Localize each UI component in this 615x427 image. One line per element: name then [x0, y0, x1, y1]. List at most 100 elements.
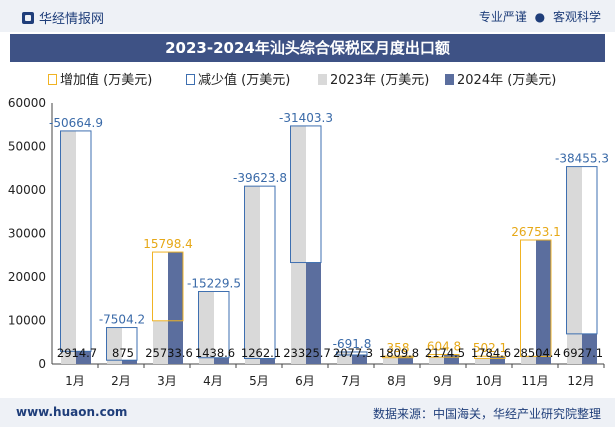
legend-swatch-decrease [186, 74, 195, 85]
bar-2024 [582, 333, 597, 364]
value-label-2024: 1262.1 [241, 346, 281, 360]
x-tick-label: 9月 [433, 374, 453, 388]
value-label-2024: 28504.4 [513, 346, 561, 360]
x-tick-label: 2月 [111, 374, 131, 388]
decrease-label: -39623.8 [233, 171, 287, 185]
bar-2024 [352, 354, 367, 364]
y-tick-label: 30000 [8, 227, 46, 241]
decrease-label: -7504.2 [99, 313, 145, 327]
decrease-box [198, 290, 230, 359]
increase-box [152, 251, 184, 322]
value-label-2024: 6927.1 [563, 346, 603, 360]
brand[interactable]: 华经情报网 [22, 8, 104, 27]
y-tick-label: 60000 [8, 96, 46, 110]
legend-swatch-increase [48, 74, 57, 85]
legend-label-increase: 增加值 (万美元) [60, 73, 153, 88]
value-label-2024: 1438.6 [195, 346, 235, 360]
increase-box [382, 355, 414, 359]
value-label-2024: 2914.7 [57, 346, 97, 360]
bar-2023 [61, 130, 76, 364]
tagline: 专业严谨 ● 客观科学 [479, 8, 601, 25]
increase-label: 502.1 [473, 341, 507, 355]
y-tick-label: 0 [38, 357, 46, 371]
decrease-box [60, 130, 92, 352]
bar-2023 [291, 125, 306, 364]
increase-box [520, 239, 552, 357]
increase-label: 604.8 [427, 340, 461, 354]
value-label-2024: 23325.7 [283, 346, 331, 360]
x-tick-label: 5月 [249, 374, 269, 388]
top-bar: 华经情报网 专业严谨 ● 客观科学 [0, 0, 615, 32]
bar-2024 [490, 356, 505, 364]
x-tick-label: 8月 [387, 374, 407, 388]
bar-2023 [567, 166, 582, 364]
x-tick-label: 4月 [203, 374, 223, 388]
value-label-2024: 2077.3 [333, 346, 373, 360]
bar-2023 [429, 357, 444, 364]
bar-2024 [536, 240, 551, 364]
x-tick-label: 10月 [475, 374, 502, 388]
decrease-label: -50664.9 [49, 116, 103, 130]
bar-2023 [475, 358, 490, 364]
legend-label-2023: 2023年 (万美元) [330, 73, 430, 88]
legend-label-decrease: 减少值 (万美元) [198, 73, 291, 88]
chart-title: 2023-2024年汕头综合保税区月度出口额 [165, 39, 450, 57]
bar-2023 [199, 291, 214, 364]
bar-2023 [383, 357, 398, 364]
bar-2024 [214, 357, 229, 364]
x-tick-label: 3月 [157, 374, 177, 388]
decrease-label: -31403.3 [279, 111, 333, 125]
legend-label-2024: 2024年 (万美元) [457, 73, 557, 88]
tagline-left: 专业严谨 [478, 10, 527, 24]
x-tick-label: 7月 [341, 374, 361, 388]
value-label-2024: 1784.6 [471, 346, 511, 360]
x-tick-label: 11月 [521, 374, 548, 388]
chart-plot: 0 10000 20000 30000 40000 50000 60000-50664.9 2… [8, 96, 609, 388]
bar-2024 [260, 358, 275, 364]
increase-label: 26753.1 [511, 225, 561, 239]
value-label-2024: 1809.8 [379, 346, 419, 360]
bar-2024 [168, 252, 183, 364]
value-label-2024: 25733.6 [145, 346, 193, 360]
legend-swatch-2024 [445, 74, 454, 85]
decrease-box [336, 351, 368, 356]
bar-2023 [521, 356, 536, 364]
increase-box [474, 355, 506, 359]
value-label-2024: 875 [112, 346, 134, 360]
legend-item-decrease[interactable]: 减少值 (万美元) [186, 70, 290, 92]
bar-2024 [444, 354, 459, 364]
legend-item-2023[interactable]: 2023年 (万美元) [318, 70, 429, 92]
bar-2023 [245, 186, 260, 364]
increase-label: 358 [387, 341, 410, 355]
decrease-box [290, 125, 322, 264]
decrease-box [566, 166, 598, 335]
title-bar: 2023-2024年汕头综合保税区月度出口额 [10, 34, 605, 62]
y-tick-label: 40000 [8, 183, 46, 197]
brand-name: 华经情报网 [39, 12, 105, 27]
footer-source: 数据来源：中国海关，华经产业研究院整理 [372, 407, 601, 421]
decrease-box [244, 185, 276, 360]
bar-2023 [153, 320, 168, 364]
footer: www.huaon.com 数据来源：中国海关，华经产业研究院整理 [0, 398, 615, 427]
x-tick-label: 6月 [295, 374, 315, 388]
y-tick-label: 50000 [8, 140, 46, 154]
footer-website[interactable]: www.huaon.com [16, 405, 128, 419]
y-tick-label: 10000 [8, 314, 46, 328]
legend-swatch-2023 [318, 74, 327, 85]
x-tick-label: 12月 [567, 374, 594, 388]
tagline-right: 客观科学 [552, 10, 601, 24]
legend-item-increase[interactable]: 增加值 (万美元) [48, 70, 152, 92]
decrease-box [106, 327, 138, 361]
brand-logo-icon [22, 12, 34, 24]
bar-2024 [122, 360, 137, 364]
tagline-dot: ● [534, 10, 546, 24]
bar-2024 [306, 262, 321, 364]
bar-2024 [398, 356, 413, 364]
legend-item-2024[interactable]: 2024年 (万美元) [445, 70, 556, 92]
value-label-2024: 2174.5 [425, 346, 465, 360]
bar-2024 [76, 351, 91, 364]
x-tick-label: 1月 [65, 374, 85, 388]
decrease-label: -38455.3 [555, 152, 609, 166]
decrease-label: -15229.5 [187, 276, 241, 290]
chart-legend: 增加值 (万美元) 减少值 (万美元) 2023年 (万美元) 2024年 (万… [0, 70, 615, 92]
